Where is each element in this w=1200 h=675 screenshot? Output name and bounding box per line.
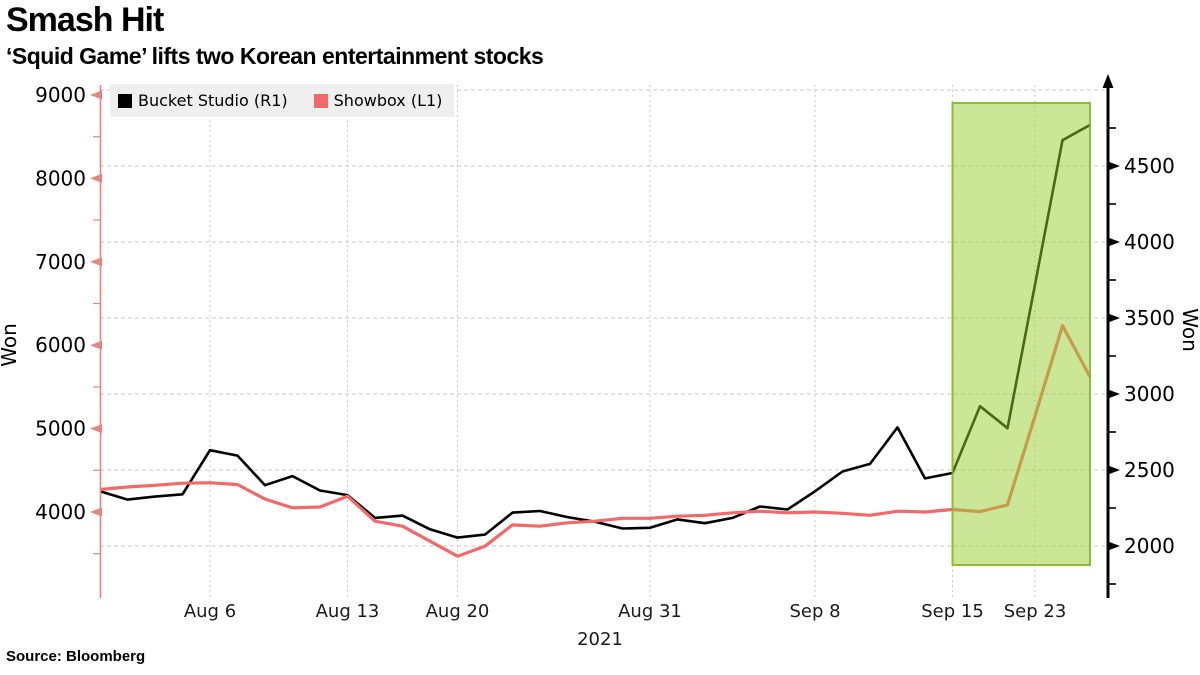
x-axis-tick-label: Aug 6 — [184, 601, 236, 622]
right-axis-tick-label: 3500 — [1124, 306, 1175, 330]
left-axis-title: Won — [0, 323, 21, 367]
legend-item-showbox: Showbox (L1) — [313, 91, 443, 110]
right-axis-arrow — [1102, 74, 1114, 88]
highlight-region — [951, 102, 1091, 566]
left-axis-tick-label: 7000 — [35, 250, 86, 274]
right-axis-tick-label: 2500 — [1124, 458, 1175, 482]
x-axis-tick-label: Sep 23 — [1004, 601, 1067, 622]
legend-item-bucket-studio: Bucket Studio (R1) — [118, 91, 288, 110]
series-line-showbox-l1- — [99, 324, 1092, 558]
x-axis-tick-label: Aug 20 — [426, 601, 490, 622]
right-axis-tick — [1108, 161, 1120, 171]
right-axis-tick-label: 3000 — [1124, 382, 1175, 406]
x-axis-tick-label: Aug 13 — [316, 601, 380, 622]
left-axis-tick — [90, 257, 102, 267]
right-axis-title: Won — [1178, 308, 1200, 352]
right-axis-tick — [1108, 313, 1120, 323]
left-axis-tick — [90, 90, 102, 100]
right-axis-tick-label: 4000 — [1124, 230, 1175, 254]
left-axis-tick — [90, 507, 102, 517]
left-axis-tick-label: 8000 — [35, 166, 86, 190]
left-axis-tick-label: 4000 — [35, 500, 86, 524]
legend-swatch — [313, 93, 328, 108]
left-axis-tick — [90, 340, 102, 350]
x-axis-tick-label: Sep 8 — [789, 601, 840, 622]
right-axis-tick-label: 4500 — [1124, 154, 1175, 178]
left-axis-tick-label: 5000 — [35, 417, 86, 441]
chart-legend: Bucket Studio (R1) Showbox (L1) — [110, 84, 455, 117]
series-line-bucket-studio-r1- — [99, 123, 1091, 539]
chart-header: Smash Hit ‘Squid Game’ lifts two Korean … — [6, 1, 544, 70]
legend-label: Bucket Studio (R1) — [138, 91, 288, 110]
left-axis-tick-label: 9000 — [35, 83, 86, 107]
left-axis-tick-label: 6000 — [35, 333, 86, 357]
legend-label: Showbox (L1) — [333, 91, 443, 110]
x-axis-tick-label: Sep 15 — [921, 601, 984, 622]
left-axis-tick — [90, 173, 102, 183]
right-axis-tick — [1108, 465, 1120, 475]
left-axis-tick — [90, 424, 102, 434]
x-axis-year-label: 2021 — [577, 629, 623, 650]
right-axis-tick-label: 2000 — [1124, 534, 1175, 558]
right-axis-tick — [1108, 389, 1120, 399]
right-axis-tick — [1108, 237, 1120, 247]
page-subtitle: ‘Squid Game’ lifts two Korean entertainm… — [6, 43, 544, 70]
legend-swatch — [118, 93, 132, 108]
page-title: Smash Hit — [6, 1, 164, 39]
source-credit: Source: Bloomberg — [6, 648, 146, 665]
right-axis-tick — [1108, 541, 1120, 551]
x-axis-tick-label: Aug 31 — [618, 601, 682, 622]
